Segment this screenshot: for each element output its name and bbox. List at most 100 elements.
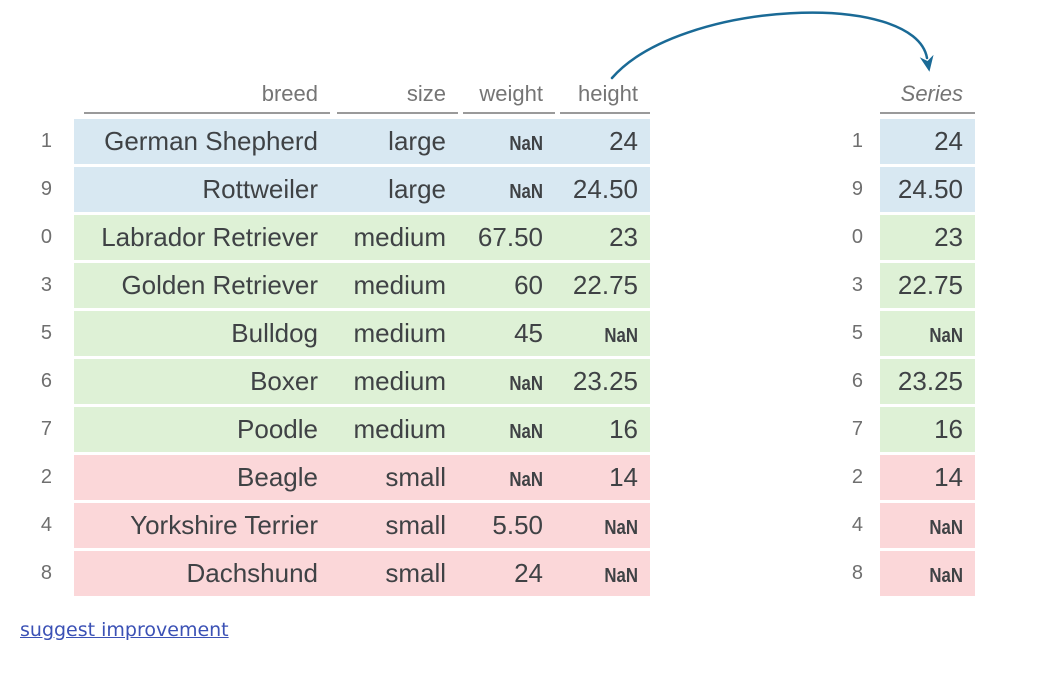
cell-value: medium xyxy=(353,414,446,444)
row-band: Beagle small NaN 14 xyxy=(74,455,650,500)
series-cell: 24.50 xyxy=(880,167,975,212)
cell-weight: NaN xyxy=(458,462,555,493)
cell-size: medium xyxy=(330,414,458,445)
row-band: Yorkshire Terrier small 5.50 NaN xyxy=(74,503,650,548)
cell-height: NaN xyxy=(555,318,650,349)
cell-weight: 60 xyxy=(458,270,555,301)
series-row-index-label: 3 xyxy=(851,274,863,296)
table-row: 0 Labrador Retriever medium 67.50 23 xyxy=(20,215,650,260)
series-row-index-label: 4 xyxy=(851,514,863,536)
cell-weight: 45 xyxy=(458,318,555,349)
series-cell: NaN xyxy=(880,311,975,356)
series-cell-value: 24.50 xyxy=(897,174,963,204)
dataframe-body: 1 German Shepherd large NaN 24 9 Rottwei… xyxy=(20,119,650,596)
row-index-label: 2 xyxy=(40,466,52,488)
cell-value: 16 xyxy=(609,414,638,444)
series-body: 1 24 9 24.50 0 23 3 22.75 5 NaN 6 23.25 … xyxy=(820,119,975,596)
cell-breed: Dachshund xyxy=(74,558,330,589)
cell-value: 45 xyxy=(514,318,543,348)
table-row: 9 Rottweiler large NaN 24.50 xyxy=(20,167,650,212)
cell-value: German Shepherd xyxy=(104,126,318,156)
cell-value: small xyxy=(385,462,446,492)
series-cell-value: 23 xyxy=(934,222,963,252)
cell-breed: Bulldog xyxy=(74,318,330,349)
series-row: 8 NaN xyxy=(820,551,975,596)
series-table: Series 1 24 9 24.50 0 23 3 22.75 5 NaN 6… xyxy=(820,81,975,599)
cell-value: large xyxy=(388,126,446,156)
cell-size: medium xyxy=(330,366,458,397)
cell-value: NaN xyxy=(509,181,543,203)
series-row-index-label: 7 xyxy=(851,418,863,440)
cell-value: NaN xyxy=(604,565,638,587)
series-row-index-label: 1 xyxy=(851,130,863,152)
series-row: 2 14 xyxy=(820,455,975,500)
cell-value: 24.50 xyxy=(572,174,638,204)
cell-value: medium xyxy=(353,270,446,300)
cell-height: 24.50 xyxy=(555,174,650,205)
cell-value: medium xyxy=(353,222,446,252)
cell-value: Boxer xyxy=(250,366,318,396)
cell-value: NaN xyxy=(509,373,543,395)
series-row: 5 NaN xyxy=(820,311,975,356)
row-band: Boxer medium NaN 23.25 xyxy=(74,359,650,404)
cell-value: 67.50 xyxy=(477,222,543,252)
cell-breed: Golden Retriever xyxy=(74,270,330,301)
cell-value: 23 xyxy=(609,222,638,252)
cell-height: 16 xyxy=(555,414,650,445)
table-row: 6 Boxer medium NaN 23.25 xyxy=(20,359,650,404)
row-band: Poodle medium NaN 16 xyxy=(74,407,650,452)
row-index-label: 4 xyxy=(40,514,52,536)
dataframe-header-row: breed size weight height xyxy=(20,81,650,114)
series-cell: 23 xyxy=(880,215,975,260)
series-cell: 22.75 xyxy=(880,263,975,308)
cell-breed: Boxer xyxy=(74,366,330,397)
table-row: 1 German Shepherd large NaN 24 xyxy=(20,119,650,164)
cell-value: Poodle xyxy=(237,414,318,444)
series-cell: 16 xyxy=(880,407,975,452)
cell-weight: NaN xyxy=(458,414,555,445)
cell-breed: Labrador Retriever xyxy=(74,222,330,253)
series-cell-value: NaN xyxy=(929,325,963,347)
cell-value: 22.75 xyxy=(572,270,638,300)
cell-height: 23.25 xyxy=(555,366,650,397)
series-row: 1 24 xyxy=(820,119,975,164)
row-index-label: 5 xyxy=(40,322,52,344)
cell-weight: 24 xyxy=(458,558,555,589)
cell-value: 60 xyxy=(514,270,543,300)
series-cell: NaN xyxy=(880,551,975,596)
cell-value: large xyxy=(388,174,446,204)
cell-breed: Yorkshire Terrier xyxy=(74,510,330,541)
column-header-weight: weight xyxy=(463,81,555,114)
cell-height: 22.75 xyxy=(555,270,650,301)
series-row-index-label: 9 xyxy=(851,178,863,200)
series-cell: 14 xyxy=(880,455,975,500)
suggest-improvement-link[interactable]: suggest improvement xyxy=(20,619,229,641)
row-index-label: 0 xyxy=(40,226,52,248)
cell-breed: Rottweiler xyxy=(74,174,330,205)
series-cell-value: 14 xyxy=(934,462,963,492)
table-row: 8 Dachshund small 24 NaN xyxy=(20,551,650,596)
cell-size: medium xyxy=(330,270,458,301)
series-cell-value: 24 xyxy=(934,126,963,156)
table-row: 7 Poodle medium NaN 16 xyxy=(20,407,650,452)
table-row: 2 Beagle small NaN 14 xyxy=(20,455,650,500)
series-cell-value: 16 xyxy=(934,414,963,444)
row-band: Rottweiler large NaN 24.50 xyxy=(74,167,650,212)
cell-value: 5.50 xyxy=(492,510,543,540)
cell-size: small xyxy=(330,558,458,589)
row-index-label: 6 xyxy=(40,370,52,392)
series-cell-value: 22.75 xyxy=(897,270,963,300)
table-row: 3 Golden Retriever medium 60 22.75 xyxy=(20,263,650,308)
cell-height: 23 xyxy=(555,222,650,253)
cell-size: medium xyxy=(330,318,458,349)
cell-value: Bulldog xyxy=(231,318,318,348)
series-row-index-label: 6 xyxy=(851,370,863,392)
series-row: 4 NaN xyxy=(820,503,975,548)
cell-height: NaN xyxy=(555,558,650,589)
series-cell: 24 xyxy=(880,119,975,164)
column-header-breed: breed xyxy=(84,81,330,114)
row-index-label: 7 xyxy=(40,418,52,440)
series-row: 3 22.75 xyxy=(820,263,975,308)
cell-size: large xyxy=(330,126,458,157)
